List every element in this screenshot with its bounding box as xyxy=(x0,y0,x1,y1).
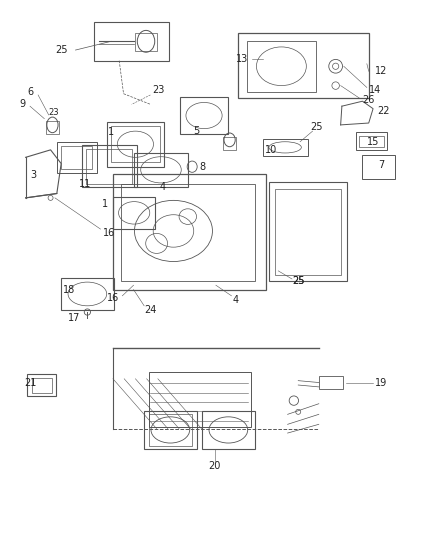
Text: 24: 24 xyxy=(144,305,156,315)
Text: 15: 15 xyxy=(367,137,379,147)
Text: 17: 17 xyxy=(67,313,80,324)
Bar xyxy=(223,138,236,150)
Text: 1: 1 xyxy=(108,127,114,138)
Text: 26: 26 xyxy=(363,95,375,105)
Bar xyxy=(28,374,56,395)
Bar xyxy=(275,189,341,274)
Bar xyxy=(61,146,92,168)
Bar xyxy=(319,376,343,390)
Bar xyxy=(134,153,188,187)
Bar xyxy=(238,33,369,98)
Text: 23: 23 xyxy=(152,85,165,95)
Text: 25: 25 xyxy=(55,45,67,55)
Bar xyxy=(57,142,97,173)
Bar xyxy=(263,139,307,156)
Text: 6: 6 xyxy=(27,87,33,97)
Bar xyxy=(82,145,137,187)
Text: 23: 23 xyxy=(48,108,59,117)
Text: 18: 18 xyxy=(63,285,75,295)
Text: 4: 4 xyxy=(233,295,239,304)
Bar xyxy=(86,149,132,183)
Bar xyxy=(363,156,395,179)
Text: 25: 25 xyxy=(292,276,304,286)
Bar xyxy=(180,98,228,134)
Text: 22: 22 xyxy=(377,106,389,116)
Bar xyxy=(356,132,388,150)
Bar xyxy=(202,410,255,449)
Bar xyxy=(269,182,347,281)
Bar xyxy=(135,33,157,51)
Text: 13: 13 xyxy=(236,54,248,64)
Bar xyxy=(148,372,251,427)
Bar xyxy=(107,122,164,167)
Text: 5: 5 xyxy=(193,126,199,136)
Text: 21: 21 xyxy=(24,378,36,388)
Text: 1: 1 xyxy=(102,199,108,209)
Bar xyxy=(113,197,155,229)
Bar xyxy=(121,184,255,281)
Bar xyxy=(148,414,192,446)
Text: 10: 10 xyxy=(265,145,277,155)
Bar xyxy=(32,378,52,393)
Text: 25: 25 xyxy=(292,276,304,286)
Bar xyxy=(61,278,114,310)
Text: 11: 11 xyxy=(79,179,91,189)
Text: 8: 8 xyxy=(199,161,205,172)
Text: 19: 19 xyxy=(375,378,387,388)
Text: 7: 7 xyxy=(378,160,384,170)
Text: 14: 14 xyxy=(369,85,381,95)
Text: 25: 25 xyxy=(311,123,323,132)
Bar xyxy=(94,22,169,61)
Text: 3: 3 xyxy=(31,170,37,180)
Text: 16: 16 xyxy=(102,229,115,238)
Text: 16: 16 xyxy=(107,293,119,303)
Bar xyxy=(247,41,316,92)
Bar xyxy=(359,135,384,147)
Bar xyxy=(46,121,59,134)
Text: 9: 9 xyxy=(19,99,25,109)
Text: 12: 12 xyxy=(375,66,387,76)
Bar xyxy=(144,410,197,449)
Bar xyxy=(113,174,266,289)
Text: 20: 20 xyxy=(208,461,221,471)
Text: 4: 4 xyxy=(160,182,166,192)
Bar xyxy=(111,126,160,163)
